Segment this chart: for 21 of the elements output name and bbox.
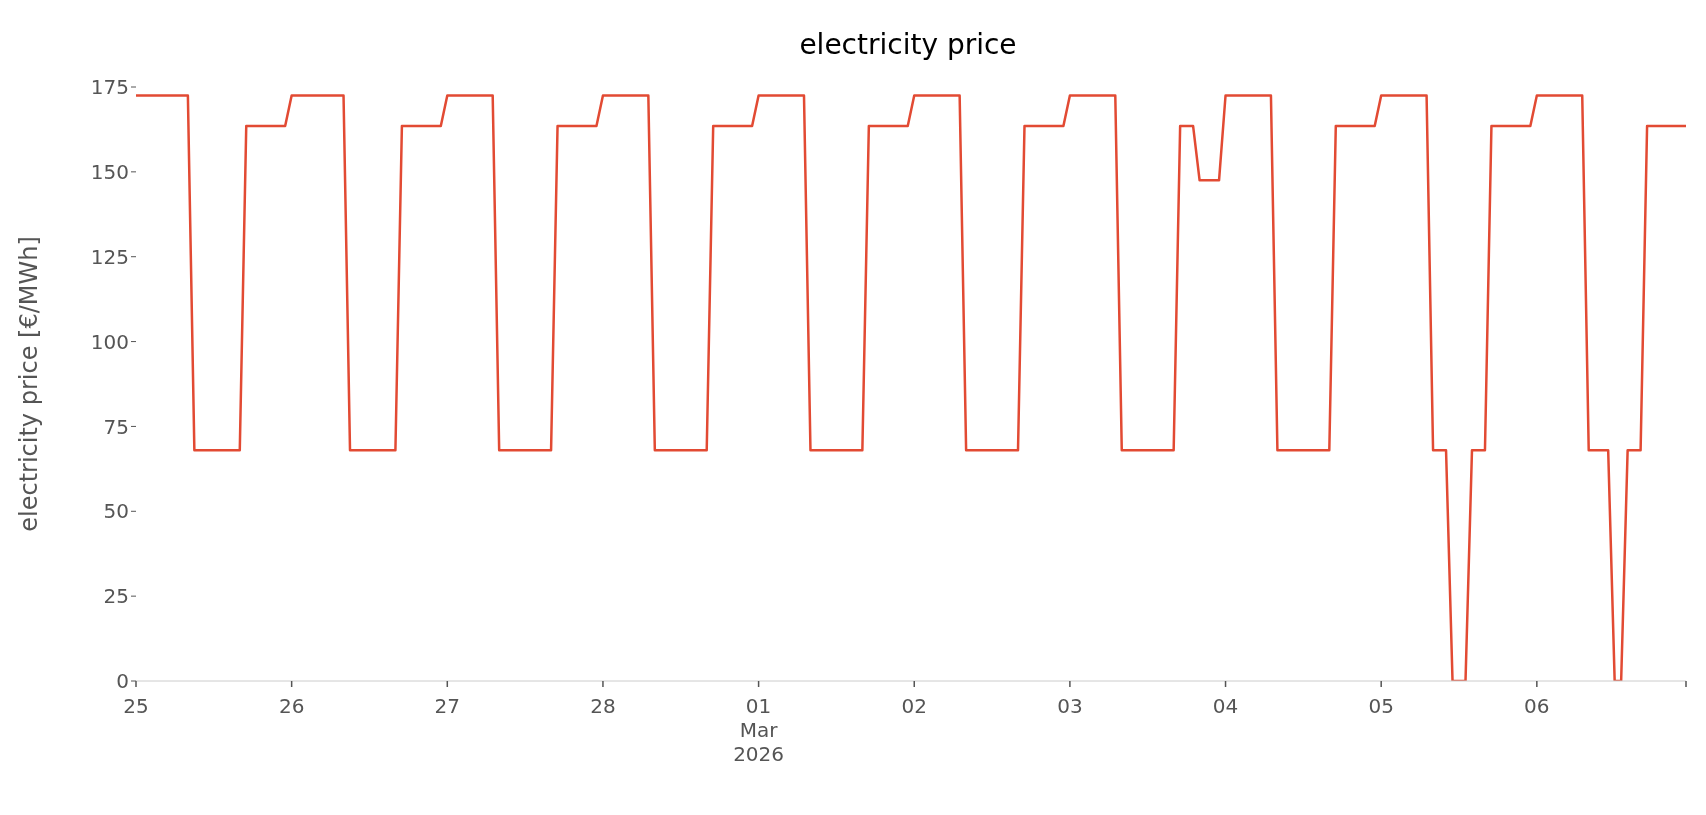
x-tick-label: 06: [1524, 694, 1550, 718]
y-tick-label: 125: [90, 244, 129, 269]
x-tick-label: 26: [278, 694, 305, 718]
x-tick-label: 28: [590, 694, 616, 718]
x-tick-label: 27: [434, 694, 461, 718]
y-tick-label: 150: [90, 159, 129, 184]
y-tick-label: 50: [103, 499, 129, 524]
y-tick-label: 175: [90, 75, 129, 100]
line-series: [136, 94, 1686, 681]
x-tick-label: 05: [1368, 694, 1394, 718]
y-tick-label: 100: [90, 329, 129, 354]
y-axis-title: electricity price [€/MWh]: [14, 236, 43, 532]
y-tick-label: 0: [116, 669, 129, 694]
y-tick-label: 25: [103, 584, 129, 609]
x-tick-label: 02: [901, 694, 927, 718]
x-tick-label: 03: [1057, 694, 1083, 718]
y-tick-label: 75: [103, 414, 129, 439]
x-tick-label: 04: [1212, 694, 1239, 718]
x-tick-label: 01 Mar 2026: [733, 694, 785, 766]
x-tick-label: 25: [123, 694, 149, 718]
chart-title: electricity price: [799, 28, 1017, 61]
